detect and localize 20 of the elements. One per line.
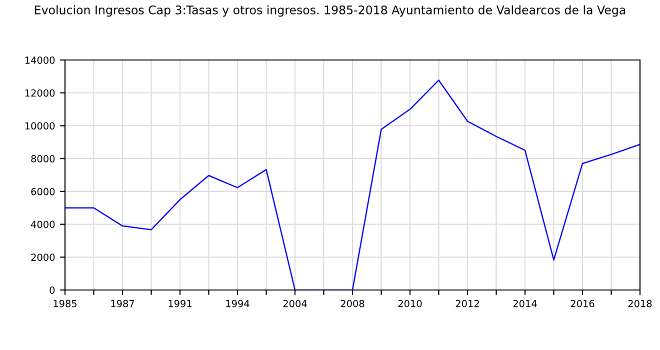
x-tick-label: 1987: [111, 300, 134, 308]
x-tick-label: 1985: [54, 300, 77, 308]
x-tick-label: 2018: [628, 300, 652, 308]
y-tick-label: 2000: [31, 254, 55, 261]
x-tick-label: 2014: [513, 300, 537, 308]
y-tick-label: 6000: [31, 188, 55, 196]
x-tick-label: 2016: [570, 300, 594, 308]
y-tick-label: 10000: [25, 122, 55, 130]
chart-title: Evolucion Ingresos Cap 3:Tasas y otros ingresos. 1985-2018 Ayuntamiento de Valdearcos de la Vega: [35, 5, 626, 17]
y-tick-label: 4000: [31, 220, 55, 228]
y-tick-label: 0: [50, 286, 55, 294]
x-tick-label: 1994: [226, 300, 250, 308]
y-tick-label: 14000: [25, 56, 55, 64]
x-tick-label: 1991: [168, 300, 192, 308]
x-tick-label: 2012: [456, 300, 479, 308]
x-tick-label: 2004: [283, 300, 307, 308]
x-tick-label: 2010: [398, 300, 422, 308]
x-tick-label: 2008: [340, 300, 364, 308]
y-tick-label: 12000: [25, 89, 55, 97]
y-tick-label: 8000: [31, 155, 55, 162]
